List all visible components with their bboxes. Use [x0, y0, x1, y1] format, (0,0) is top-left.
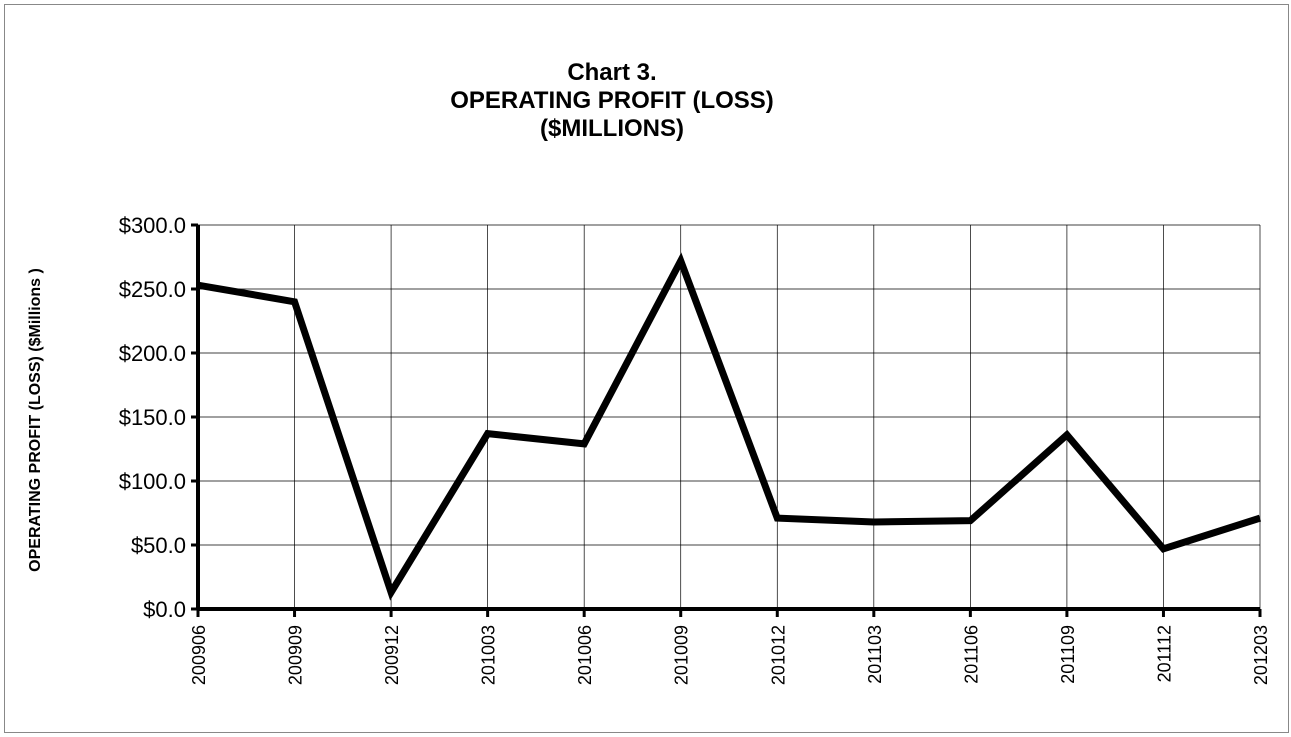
x-tick-label: 201012 [768, 625, 788, 685]
y-tick-label: $150.0 [119, 405, 186, 430]
x-tick-label: 201009 [672, 625, 692, 685]
x-tick-label: 200909 [286, 625, 306, 685]
x-tick-label: 201203 [1251, 625, 1271, 685]
data-line [197, 252, 1262, 601]
y-tick-label: $50.0 [131, 533, 186, 558]
y-tick-label: $0.0 [143, 597, 186, 622]
x-tick-label: 200906 [189, 625, 209, 685]
x-tick-label: 201109 [1058, 625, 1078, 684]
y-tick-label: $100.0 [119, 469, 186, 494]
x-tick-label: 201103 [865, 625, 885, 684]
y-tick-label: $200.0 [119, 341, 186, 366]
chart-title: OPERATING PROFIT (LOSS) [450, 87, 774, 114]
x-tick-label: 201106 [961, 625, 981, 684]
x-tick-label: 201003 [479, 625, 499, 685]
chart-title: Chart 3. [567, 59, 656, 86]
y-tick-label: $250.0 [119, 277, 186, 302]
chart-title: ($MILLIONS) [540, 115, 684, 142]
x-tick-label: 200912 [382, 625, 402, 685]
chart-border [4, 4, 1289, 733]
y-tick-label: $300.0 [119, 213, 186, 238]
y-axis-label: OPERATING PROFIT (LOSS) ($Millions ) [27, 268, 44, 572]
x-tick-label: 201112 [1154, 625, 1174, 682]
x-tick-label: 201006 [575, 625, 595, 685]
